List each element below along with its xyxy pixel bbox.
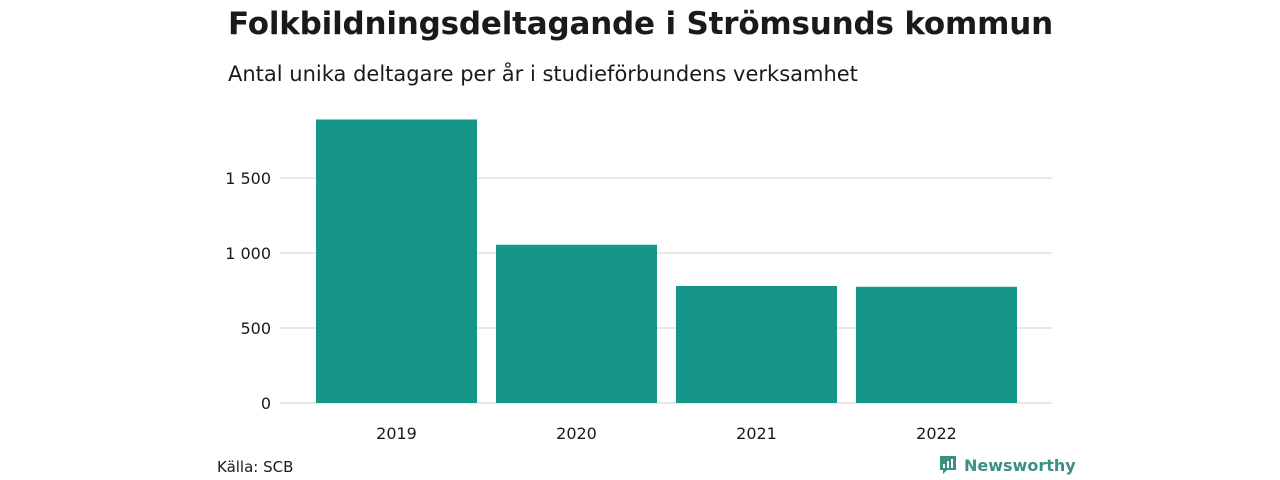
bars	[316, 119, 1017, 403]
y-tick-label: 500	[240, 319, 271, 338]
x-tick-label: 2019	[376, 424, 417, 443]
brand-name: Newsworthy	[964, 455, 1076, 475]
y-tick-label: 1 500	[225, 169, 271, 188]
newsworthy-logo-icon	[940, 456, 956, 474]
bar-2022	[856, 286, 1017, 403]
y-tick-label: 0	[261, 394, 271, 413]
x-axis-ticks: 2019 2020 2021 2022	[376, 424, 957, 443]
x-tick-label: 2022	[916, 424, 957, 443]
x-tick-label: 2020	[556, 424, 597, 443]
bar-2019	[316, 119, 477, 403]
newsworthy-brand: Newsworthy	[938, 455, 1076, 475]
chart-subtitle: Antal unika deltagare per år i studieför…	[228, 62, 858, 86]
x-tick-label: 2021	[736, 424, 777, 443]
source-note: Källa: SCB	[217, 458, 294, 476]
y-tick-label: 1 000	[225, 244, 271, 263]
y-axis-ticks: 0 500 1 000 1 500	[225, 169, 271, 413]
bar-2021	[676, 286, 837, 403]
bar-2020	[496, 244, 657, 403]
chart-title: Folkbildningsdeltagande i Strömsunds kom…	[228, 6, 1053, 42]
